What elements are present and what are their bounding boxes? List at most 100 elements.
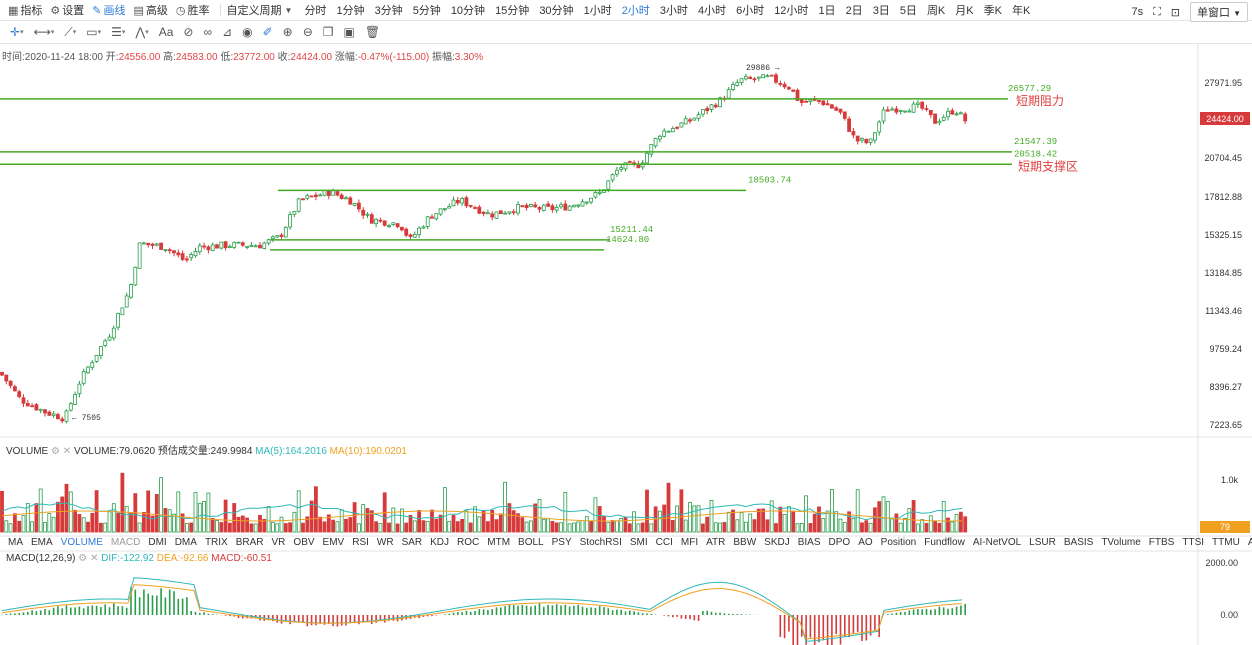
- indicator-tab-31[interactable]: AI-NetVOL: [972, 537, 1022, 548]
- indicator-tab-14[interactable]: KDJ: [430, 537, 450, 548]
- indicator-tab-9[interactable]: OBV: [293, 537, 315, 548]
- indicator-tab-37[interactable]: TTMU: [1212, 537, 1240, 548]
- indicator-tab-6[interactable]: TRIX: [204, 537, 228, 548]
- brush-icon[interactable]: ✐: [262, 25, 273, 39]
- period-17[interactable]: 周K: [926, 5, 946, 17]
- chevron-down-icon[interactable]: ▾: [20, 29, 24, 36]
- indicator-tab-17[interactable]: BOLL: [518, 537, 544, 548]
- chevron-down-icon[interactable]: ▾: [97, 29, 102, 36]
- chevron-down-icon[interactable]: ▾: [145, 29, 149, 36]
- indicator-tab-2[interactable]: VOLUME: [60, 537, 103, 548]
- period-4[interactable]: 10分钟: [450, 5, 486, 17]
- settings-button[interactable]: ⚙ 设置: [50, 4, 85, 18]
- indicator-tab-16[interactable]: MTM: [487, 537, 511, 548]
- indicator-tab-19[interactable]: StochRSI: [579, 537, 622, 548]
- settings-icon[interactable]: ⚙: [51, 446, 60, 457]
- advanced-button[interactable]: ▤ 高级: [133, 4, 168, 18]
- magnet-icon[interactable]: ⊘: [183, 25, 194, 39]
- indicator-tab-5[interactable]: DMA: [174, 537, 197, 548]
- period-20[interactable]: 年K: [1011, 5, 1031, 17]
- link-icon[interactable]: ∞: [203, 25, 213, 39]
- crosshair-icon[interactable]: ✛: [10, 25, 21, 39]
- copy-icon[interactable]: ❐: [322, 25, 334, 39]
- indicator-tab-35[interactable]: FTBS: [1148, 537, 1175, 548]
- period-8[interactable]: 2小时: [621, 5, 650, 17]
- indicator-tab-26[interactable]: BIAS: [797, 537, 821, 548]
- period-11[interactable]: 6小时: [736, 5, 765, 17]
- indicator-tab-33[interactable]: BASIS: [1063, 537, 1094, 548]
- indicator-tab-18[interactable]: PSY: [551, 537, 572, 548]
- period-3[interactable]: 5分钟: [412, 5, 441, 17]
- pattern-icon[interactable]: ⋀: [135, 25, 146, 39]
- indicator-tab-32[interactable]: LSUR: [1029, 537, 1056, 548]
- trend-line-icon[interactable]: ⟋: [64, 24, 73, 39]
- indicator-tab-3[interactable]: MACD: [110, 537, 141, 548]
- period-13[interactable]: 1日: [818, 5, 836, 17]
- hide-icon[interactable]: ⊖: [302, 25, 313, 39]
- indicator-tab-11[interactable]: RSI: [352, 537, 369, 548]
- winrate-button[interactable]: ◷ 胜率: [175, 4, 210, 18]
- indicator-tab-25[interactable]: SKDJ: [764, 537, 790, 548]
- ruler-icon[interactable]: ⊿: [222, 25, 233, 39]
- indicator-tab-21[interactable]: CCI: [655, 537, 673, 548]
- lock-icon[interactable]: ⊕: [282, 25, 293, 39]
- rectangle-icon[interactable]: ▭: [86, 25, 98, 39]
- custom-period-dropdown[interactable]: 自定义周期 ▼: [226, 5, 293, 17]
- chevron-down-icon[interactable]: ▾: [121, 29, 126, 36]
- period-12[interactable]: 12小时: [774, 5, 809, 17]
- period-0[interactable]: 分时: [304, 5, 327, 17]
- horizontal-line-icon[interactable]: ⟷: [33, 25, 51, 39]
- indicator-tab-24[interactable]: BBW: [733, 537, 757, 548]
- volume-bar: [335, 521, 340, 533]
- screenshot-icon[interactable]: ⊡: [1170, 6, 1181, 19]
- indicator-tab-38[interactable]: AI-BSI: [1247, 537, 1252, 548]
- period-10[interactable]: 4小时: [697, 5, 727, 17]
- indicator-tab-15[interactable]: ROC: [457, 537, 480, 548]
- indicator-button[interactable]: ▦ 指标: [8, 4, 43, 18]
- settings-panel-icon[interactable]: ▣: [343, 25, 355, 39]
- close-icon[interactable]: ✕: [62, 446, 72, 457]
- period-18[interactable]: 月K: [955, 5, 974, 17]
- delete-icon[interactable]: 🗑: [364, 25, 381, 39]
- period-16[interactable]: 5日: [899, 5, 917, 17]
- period-19[interactable]: 季K: [983, 5, 1002, 17]
- period-1[interactable]: 1分钟: [336, 5, 365, 17]
- candle-body: [821, 100, 826, 106]
- indicator-tab-22[interactable]: MFI: [680, 537, 699, 548]
- indicator-tab-20[interactable]: SMI: [629, 537, 648, 548]
- indicator-tab-30[interactable]: Fundflow: [924, 537, 965, 548]
- indicator-tab-4[interactable]: DMI: [148, 537, 167, 548]
- period-2[interactable]: 3分钟: [374, 5, 403, 17]
- period-9[interactable]: 3小时: [659, 5, 688, 17]
- indicator-tab-12[interactable]: WR: [376, 537, 394, 548]
- indicator-tab-10[interactable]: EMV: [322, 537, 345, 548]
- period-15[interactable]: 3日: [872, 5, 890, 17]
- window-mode-select[interactable]: 单窗口 ▼: [1190, 2, 1248, 22]
- period-5[interactable]: 15分钟: [495, 5, 530, 17]
- indicator-tab-36[interactable]: TTSI: [1182, 537, 1205, 548]
- chevron-down-icon[interactable]: ▾: [50, 29, 55, 36]
- indicator-tab-1[interactable]: EMA: [31, 537, 53, 548]
- text-icon[interactable]: Aa: [158, 25, 174, 39]
- settings-icon[interactable]: ⚙: [78, 553, 88, 564]
- period-7[interactable]: 1小时: [583, 5, 612, 17]
- close-icon[interactable]: ✕: [90, 553, 99, 564]
- indicator-tab-27[interactable]: DPO: [828, 537, 851, 548]
- draw-button[interactable]: ✎ 画线: [92, 4, 126, 18]
- indicator-tab-29[interactable]: Position: [880, 537, 917, 548]
- indicator-tab-0[interactable]: MA: [8, 537, 23, 548]
- fullscreen-icon[interactable]: ⛶: [1153, 5, 1161, 18]
- indicator-tab-8[interactable]: VR: [271, 537, 286, 548]
- refresh-interval[interactable]: 7s: [1131, 6, 1144, 18]
- period-6[interactable]: 30分钟: [539, 5, 574, 17]
- indicator-tab-28[interactable]: AO: [858, 537, 873, 548]
- eye-icon[interactable]: ◉: [242, 25, 253, 39]
- fibonacci-icon[interactable]: ☰: [111, 25, 122, 39]
- indicator-tab-13[interactable]: SAR: [401, 537, 423, 548]
- chevron-down-icon[interactable]: ▾: [72, 29, 77, 36]
- indicator-tab-23[interactable]: ATR: [706, 537, 726, 548]
- indicator-tab-34[interactable]: TVolume: [1101, 537, 1141, 548]
- period-14[interactable]: 2日: [845, 5, 863, 17]
- indicator-tab-7[interactable]: BRAR: [235, 537, 264, 548]
